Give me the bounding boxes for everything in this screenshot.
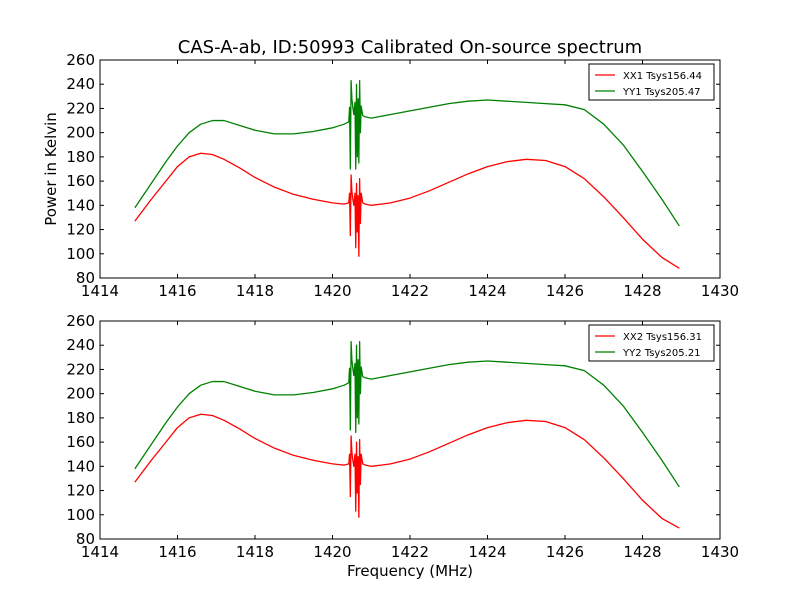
- legend-label: YY1 Tsys205.47: [622, 87, 701, 98]
- top-spectrum-plot: 1414 1416 1418 1420 1422 1424 1426 1428 1430 80 10…: [66, 51, 739, 300]
- y-tick-label: 120: [66, 221, 95, 239]
- x-tick-label: 1428: [623, 543, 661, 561]
- chart-title: CAS-A-ab, ID:50993 Calibrated On-source …: [178, 37, 642, 58]
- x-tick-label: 1414: [81, 543, 119, 561]
- bottom-spectrum-plot: 1414 1416 1418 1420 1422 1424 1426 1428 1430 80 10…: [66, 312, 739, 561]
- legend-box: [588, 63, 715, 101]
- y-tick-label: 200: [66, 385, 95, 403]
- y-tick-label: 80: [76, 269, 95, 287]
- y-tick-label: 260: [66, 312, 95, 330]
- y-tick-label: 240: [66, 75, 95, 93]
- x-tick-label: 1422: [391, 282, 429, 300]
- x-axis-label: Frequency (MHz): [347, 562, 473, 580]
- y-tick-label: 260: [66, 51, 95, 69]
- y-axis-label: Power in Kelvin: [42, 112, 60, 226]
- y-tick-label: 180: [66, 148, 95, 166]
- x-tick-label: 1426: [546, 282, 584, 300]
- x-tick-label: 1416: [158, 282, 196, 300]
- x-tick-label: 1428: [623, 282, 661, 300]
- x-tick-label: 1416: [158, 543, 196, 561]
- y-tick-label: 140: [66, 196, 95, 214]
- x-tick-label: 1430: [701, 282, 739, 300]
- y-tick-label: 140: [66, 457, 95, 475]
- y-tick-label: 120: [66, 482, 95, 500]
- x-tick-label: 1418: [236, 543, 274, 561]
- y-tick-label: 180: [66, 409, 95, 427]
- y-tick-label: 100: [66, 506, 95, 524]
- y-tick-label: 100: [66, 245, 95, 263]
- y-tick-label: 160: [66, 433, 95, 451]
- y-tick-label: 240: [66, 336, 95, 354]
- series-line: [134, 152, 680, 269]
- x-tick-label: 1414: [81, 282, 119, 300]
- x-tick-label: 1420: [313, 543, 351, 561]
- series-line: [134, 340, 680, 488]
- legend: XX2 Tsys156.31 YY2 Tsys205.21: [588, 324, 715, 362]
- y-tick-label: 200: [66, 124, 95, 142]
- y-tick-label: 220: [66, 360, 95, 378]
- x-tick-label: 1424: [468, 543, 506, 561]
- y-tick-label: 220: [66, 99, 95, 117]
- x-tick-label: 1422: [391, 543, 429, 561]
- x-tick-label: 1420: [313, 282, 351, 300]
- legend-label: YY2 Tsys205.21: [622, 348, 701, 359]
- legend: XX1 Tsys156.44 YY1 Tsys205.47: [588, 63, 715, 101]
- series-line: [134, 413, 680, 529]
- legend-label: XX2 Tsys156.31: [623, 332, 702, 343]
- y-tick-label: 80: [76, 530, 95, 548]
- x-tick-label: 1426: [546, 543, 584, 561]
- legend-box: [588, 324, 715, 362]
- legend-label: XX1 Tsys156.44: [623, 71, 702, 82]
- series-line: [134, 79, 680, 227]
- x-tick-label: 1424: [468, 282, 506, 300]
- y-tick-label: 160: [66, 172, 95, 190]
- x-tick-label: 1430: [701, 543, 739, 561]
- x-tick-label: 1418: [236, 282, 274, 300]
